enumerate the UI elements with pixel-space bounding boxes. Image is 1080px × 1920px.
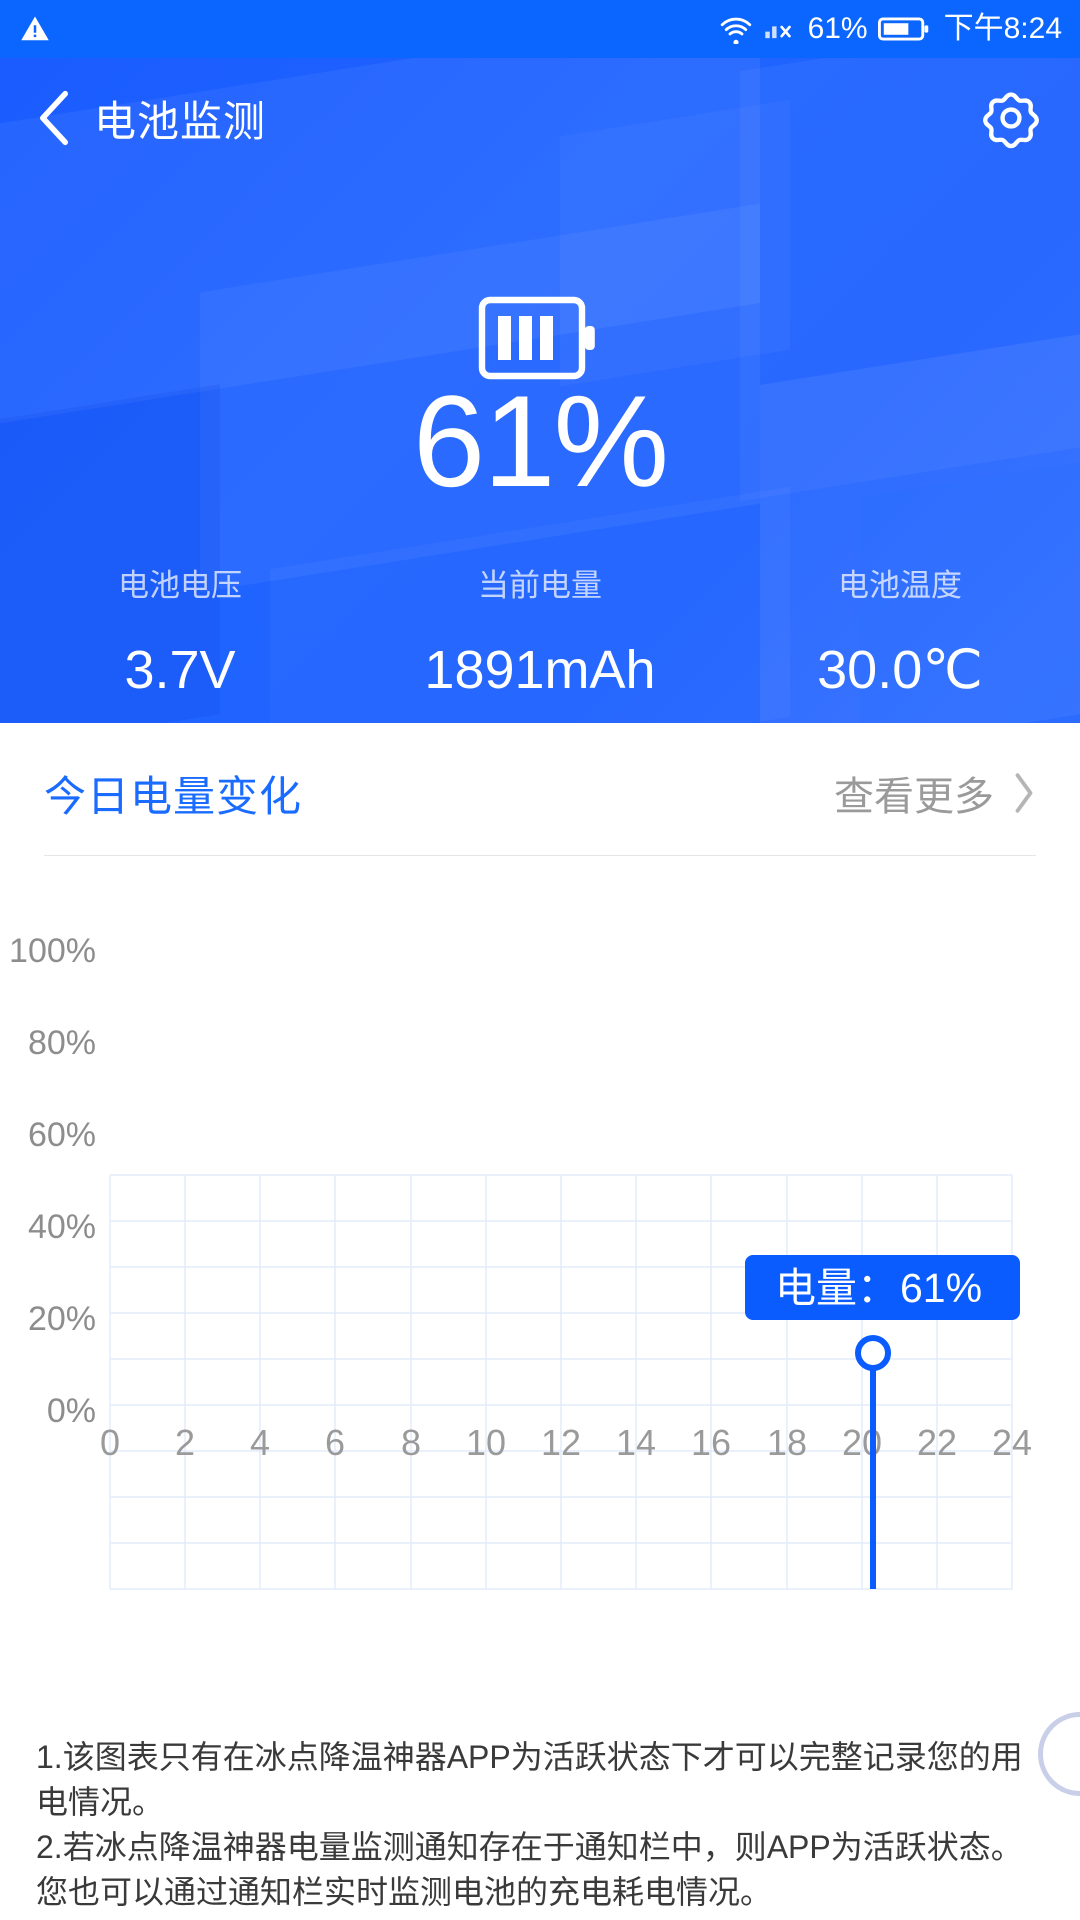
stat-value: 3.7V [124,640,236,700]
view-more-button[interactable]: 查看更多 [834,764,1036,822]
x-tick-label: 0 [100,1422,120,1463]
x-tick-label: 10 [466,1422,506,1463]
chart-gridlines-vertical [109,1175,1013,1589]
page-title: 电池监测 [94,97,267,145]
wifi-icon [718,14,754,44]
status-bar: 61% 下午8:24 [0,0,1080,58]
x-tick-label: 14 [616,1422,656,1463]
chart-tooltip: 电量： 61% [745,1255,1020,1320]
chart-section-header: 今日电量变化 查看更多 [0,723,1080,863]
battery-level-icon [478,284,602,394]
y-tick-label: 60% [28,1116,96,1154]
tooltip-value: 61% [900,1265,982,1311]
stat-label: 电池电压 [118,568,242,603]
status-bar-right: 61% 下午8:24 [718,14,1062,44]
x-tick-label: 12 [541,1422,581,1463]
back-button[interactable] [26,90,82,146]
data-point-marker [855,1335,891,1371]
x-tick-label: 24 [992,1422,1032,1463]
stat-label: 当前电量 [478,568,602,603]
status-bar-clock: 下午8:24 [943,12,1062,45]
x-tick-label: 22 [917,1422,957,1463]
stat-capacity: 当前电量 1891mAh [360,570,720,697]
battery-stats-row: 电池电压 3.7V 当前电量 1891mAh 电池温度 30.0℃ [0,570,1080,697]
section-title: 今日电量变化 [44,772,303,820]
stat-value: 30.0℃ [817,640,983,700]
app-navbar: 电池监测 [0,58,1080,178]
x-tick-label: 20 [842,1422,882,1463]
x-tick-label: 8 [401,1422,421,1463]
y-tick-label: 20% [28,1300,96,1338]
notes-block: 1.该图表只有在冰点降温神器APP为活跃状态下才可以完整记录您的用电情况。 2.… [36,1735,1046,1920]
stat-temperature: 电池温度 30.0℃ [720,570,1080,697]
status-bar-left [20,14,50,44]
back-chevron-icon [37,90,71,146]
x-tick-label: 2 [175,1422,195,1463]
stat-value: 1891mAh [424,640,656,700]
note-line-3: 3.建议您保持电量监测通知栏为开启状态，若电量监测通知栏消失，重新 [36,1915,1046,1920]
battery-icon [877,14,930,44]
chart-y-tick-labels: 100% 80% 60% 40% 20% 0% [9,932,96,1430]
warning-triangle-icon [20,14,50,44]
settings-button[interactable] [976,83,1046,153]
y-tick-label: 40% [28,1208,96,1246]
status-battery-percent: 61% [807,12,868,45]
x-tick-label: 18 [767,1422,807,1463]
view-more-label: 查看更多 [834,775,994,819]
battery-percent-large: 61% [412,368,669,514]
stat-label: 电池温度 [838,568,962,603]
x-tick-label: 4 [250,1422,270,1463]
y-tick-label: 80% [28,1024,96,1062]
signal-no-service-icon [764,14,798,44]
chevron-right-icon [1012,772,1036,814]
tooltip-label: 电量： [775,1265,898,1311]
section-divider [44,855,1036,856]
battery-history-chart[interactable]: 100% 80% 60% 40% 20% 0% 0 2 4 6 8 10 12 … [0,900,1080,1690]
stat-voltage: 电池电压 3.7V [0,570,360,697]
chart-x-tick-labels: 0 2 4 6 8 10 12 14 16 18 20 22 24 [100,1422,1032,1463]
x-tick-label: 6 [325,1422,345,1463]
note-line-2: 2.若冰点降温神器电量监测通知存在于通知栏中，则APP为活跃状态。您也可以通过通… [36,1829,1023,1910]
battery-hero-panel: 电池监测 61% [0,58,1080,723]
chart-data-series [855,1335,891,1589]
gear-icon [978,85,1044,151]
x-tick-label: 16 [691,1422,731,1463]
note-line-1: 1.该图表只有在冰点降温神器APP为活跃状态下才可以完整记录您的用电情况。 [36,1739,1023,1820]
y-tick-label: 100% [9,932,96,970]
y-tick-label: 0% [47,1392,96,1430]
